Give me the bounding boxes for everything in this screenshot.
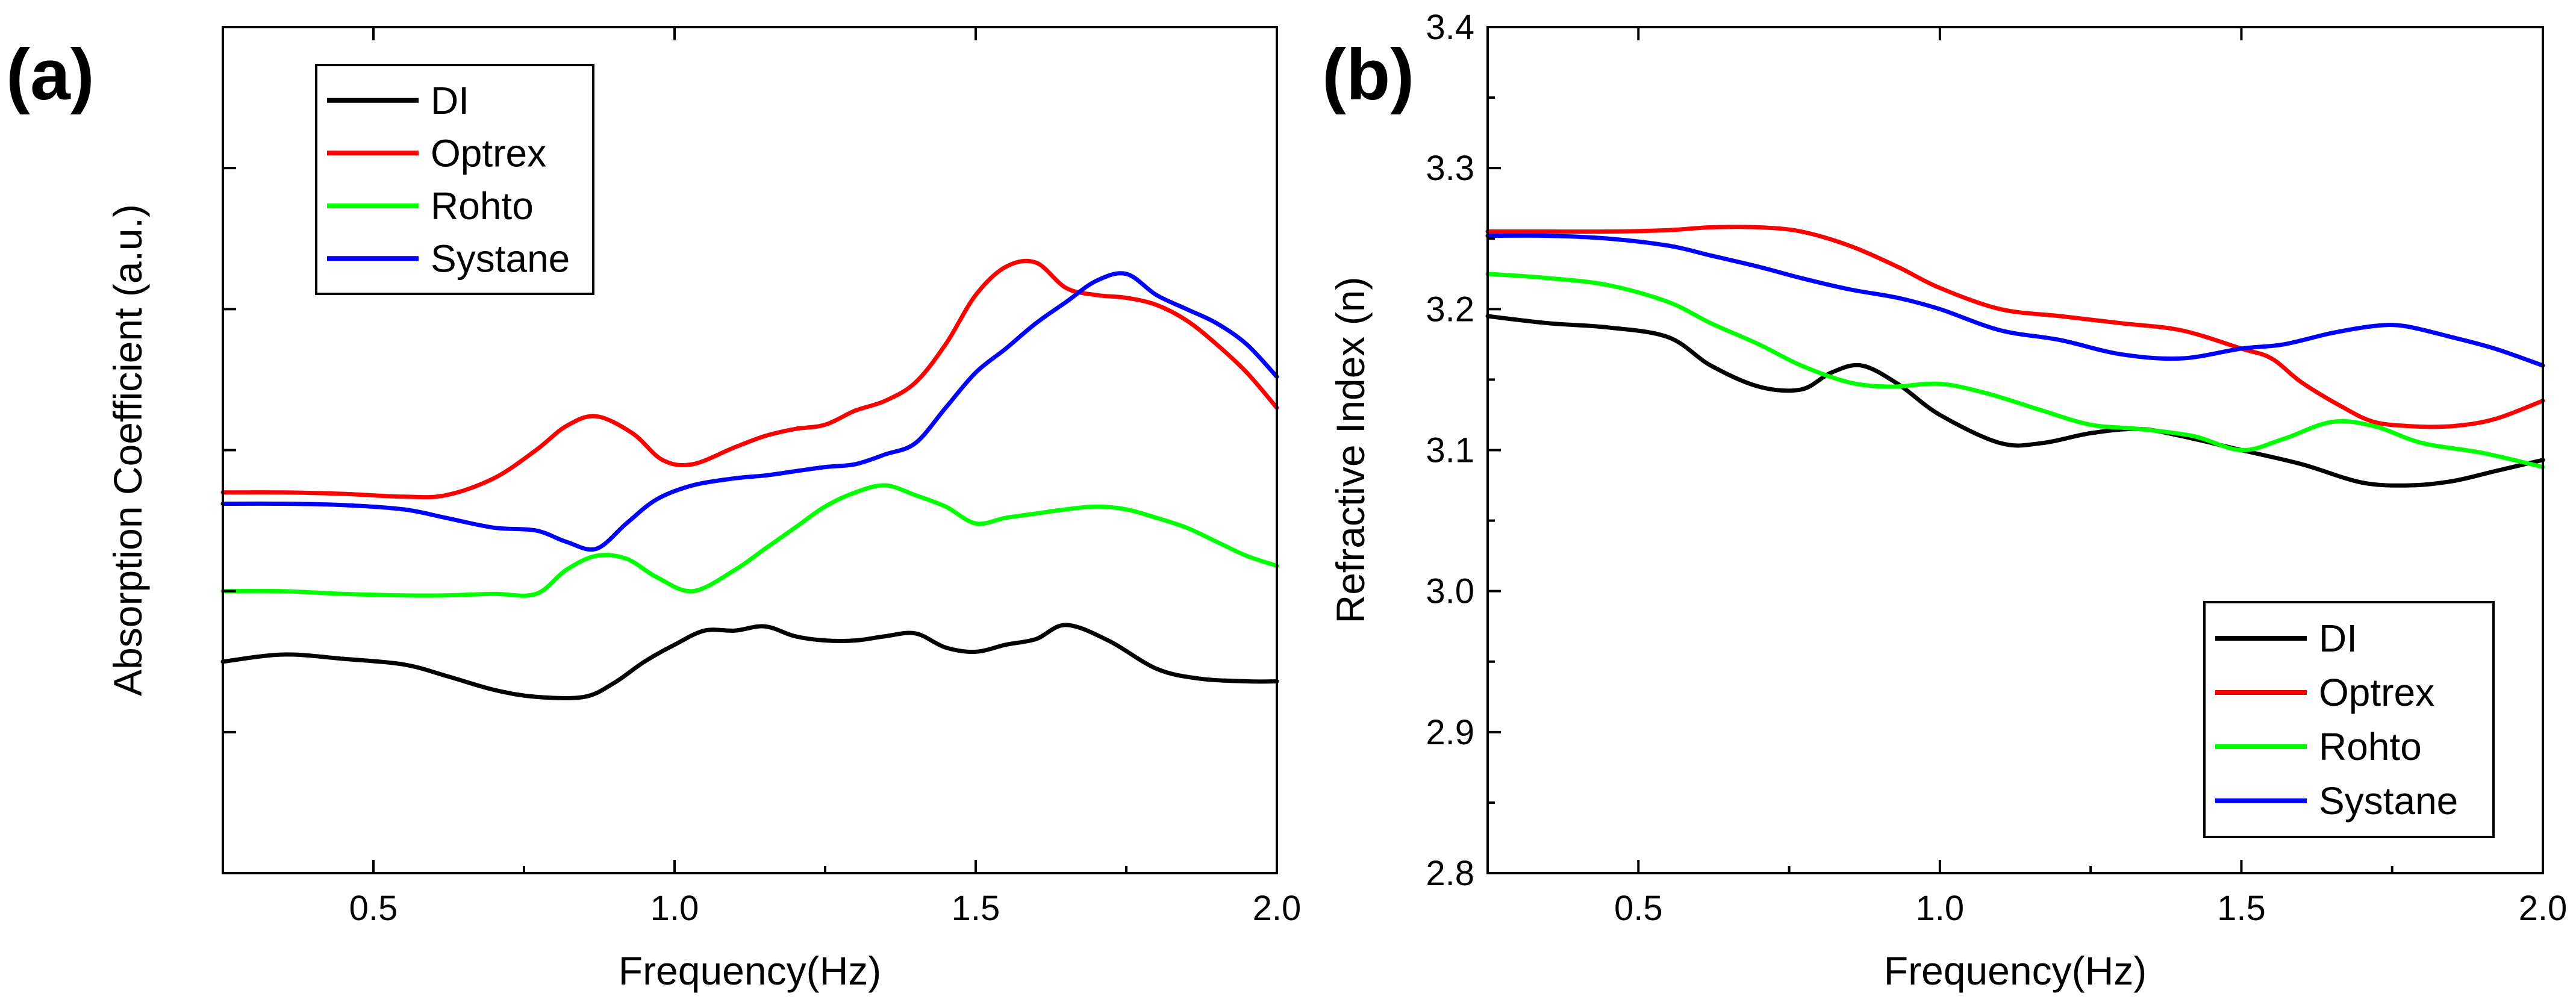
legend-label-rohto: Rohto xyxy=(431,184,534,228)
legend-label-systane: Systane xyxy=(431,237,570,280)
x-tick-label: 0.5 xyxy=(1614,889,1663,928)
legend-label-di: DI xyxy=(2319,617,2357,660)
series-lines xyxy=(220,258,1279,701)
x-tick-label: 1.0 xyxy=(1916,889,1965,928)
panel-label: (b) xyxy=(1322,34,1414,115)
x-tick-label: 1.5 xyxy=(2217,889,2266,928)
x-tick-label: 1.0 xyxy=(650,889,699,928)
series-line-di xyxy=(1485,314,2545,488)
series-lines xyxy=(1485,225,2545,488)
series-line-optrex xyxy=(1485,225,2545,429)
y-tick-label: 3.3 xyxy=(1426,149,1474,188)
legend-label-di: DI xyxy=(431,79,469,122)
series-line-optrex xyxy=(220,258,1279,500)
series-line-di xyxy=(220,623,1279,701)
legend-box xyxy=(315,64,594,295)
series-line-systane xyxy=(220,271,1279,552)
panel-label: (a) xyxy=(6,34,95,115)
legend: DI Optrex Rohto Systane xyxy=(2203,601,2495,838)
y-tick-label: 2.8 xyxy=(1426,854,1474,893)
legend-label-optrex: Optrex xyxy=(2319,671,2434,714)
y-axis-title: Absorption Coefficient (a.u.) xyxy=(105,204,150,696)
legend: DI Optrex Rohto Systane xyxy=(315,64,594,295)
x-axis-title: Frequency(Hz) xyxy=(619,948,881,993)
x-tick-label: 0.5 xyxy=(349,889,398,928)
x-tick-label: 1.5 xyxy=(952,889,1000,928)
panel-b-refractive-index-chart: (b) 0.5 1.0 1.5 2.0 2.8 2.9 3.0 3.1 3.2 3.3 3.4 Freq… xyxy=(1322,8,2567,993)
series-line-rohto xyxy=(220,483,1279,598)
legend-label-optrex: Optrex xyxy=(431,131,546,175)
y-axis-title: Refractive Index (n) xyxy=(1328,277,1373,624)
y-tick-label: 2.9 xyxy=(1426,713,1474,752)
legend-label-rohto: Rohto xyxy=(2319,725,2422,768)
series-line-rohto xyxy=(1485,272,2545,470)
panel-a-absorption-chart: (a) 0.5 1.0 1.5 2.0 Frequency(Hz) Absorption C… xyxy=(6,26,1302,993)
y-tick-label: 3.2 xyxy=(1426,290,1474,329)
series-line-systane xyxy=(1485,233,2545,368)
x-tick-label: 2.0 xyxy=(1253,889,1302,928)
x-tick-label: 2.0 xyxy=(2519,889,2568,928)
legend-label-systane: Systane xyxy=(2319,779,2458,823)
y-tick-label: 3.4 xyxy=(1426,8,1474,47)
y-tick-label: 3.1 xyxy=(1426,431,1474,470)
legend-box xyxy=(2203,601,2495,838)
y-tick-label: 3.0 xyxy=(1426,572,1474,611)
x-axis-title: Frequency(Hz) xyxy=(1884,948,2147,993)
